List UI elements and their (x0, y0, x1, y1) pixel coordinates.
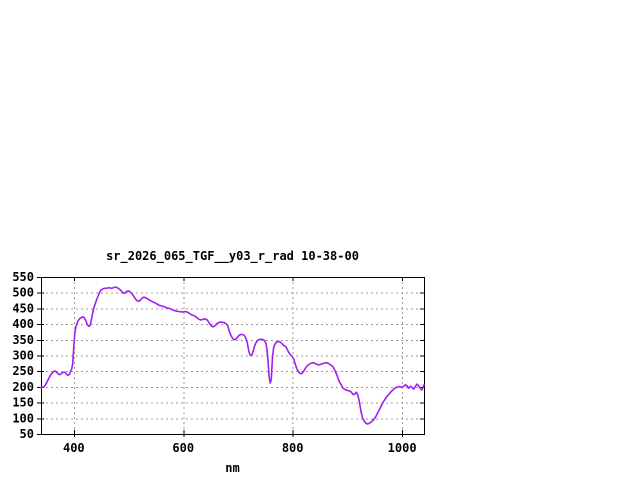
y-tick-label: 550 (12, 270, 34, 284)
x-tick-label: 1000 (388, 441, 417, 455)
y-tick-label: 500 (12, 286, 34, 300)
x-tick-label: 400 (63, 441, 85, 455)
x-axis-label: nm (225, 461, 240, 475)
y-tick-label: 50 (20, 427, 34, 441)
y-tick-label: 350 (12, 333, 34, 347)
y-tick-label: 450 (12, 301, 34, 315)
spectrum-line (40, 286, 425, 425)
y-tick-label: 250 (12, 364, 34, 378)
chart-title: sr_2026_065_TGF__y03_r_rad 10-38-00 (106, 249, 359, 263)
x-tick-label: 800 (282, 441, 304, 455)
y-tick-label: 300 (12, 349, 34, 363)
y-tick-label: 150 (12, 396, 34, 410)
y-tick-label: 200 (12, 380, 34, 394)
y-tick-label: 100 (12, 411, 34, 425)
x-tick-label: 600 (172, 441, 194, 455)
y-tick-label: 400 (12, 317, 34, 331)
